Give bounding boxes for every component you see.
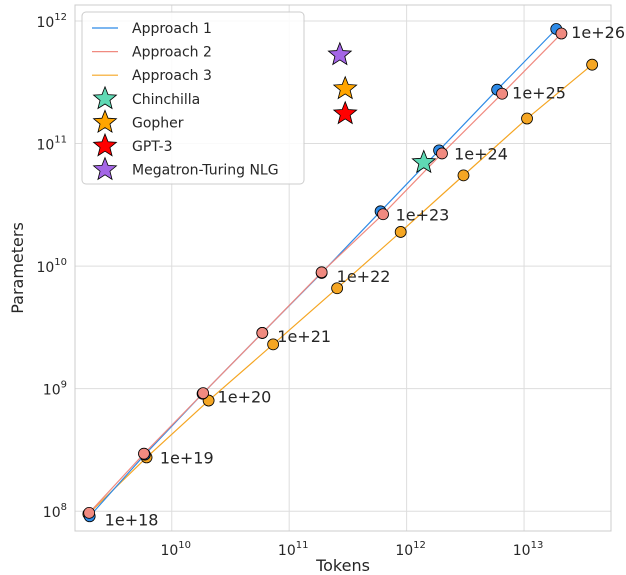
compute-budget-label: 1e+24 [454,144,508,163]
y-tick-label: 109 [43,380,67,399]
legend-label: Approach 2 [132,45,212,61]
data-point-approach-2 [315,266,328,279]
compute-budget-label: 1e+23 [396,205,450,224]
annotation-layer: 1e+18 1e+19 1e+20 1e+21 1e+22 1e+23 1e+24 1e+25… [105,23,625,529]
y-axis-ticks: 108 109 1010 1011 1012 [36,12,67,521]
legend: Approach 1 Approach 2 Approach 3 Chinchilla… [81,11,305,185]
x-tick-label: 1011 [278,540,309,559]
data-point-approach-2 [496,87,508,100]
compute-budget-label: 1e+20 [218,388,272,407]
data-point-approach-2 [436,147,448,160]
model-star-chinchilla [411,149,437,174]
legend-label: Gopher [132,115,184,131]
compute-budget-label: 1e+22 [337,267,391,286]
legend-label: Megatron-Turing NLG [132,163,279,179]
y-tick-label: 1012 [36,12,67,31]
x-tick-label: 1010 [160,540,191,559]
model-star-megatron-turing-nlg [327,41,353,66]
data-point-approach-3 [457,169,470,182]
model-star-gpt-3 [332,100,358,125]
legend-label: Approach 1 [132,21,212,37]
data-point-approach-3 [267,338,280,351]
x-axis-title: Tokens [315,556,370,575]
x-tick-label: 1012 [395,540,426,559]
compute-budget-label: 1e+26 [571,23,625,42]
data-point-approach-3 [586,58,599,71]
series-layer [82,23,599,523]
data-point-approach-2 [377,208,389,221]
model-star-gopher [332,75,358,100]
data-point-approach-2 [197,387,210,400]
legend-label: Approach 3 [132,68,212,84]
data-point-approach-3 [331,282,344,295]
y-tick-label: 108 [43,502,67,521]
y-tick-label: 1011 [36,135,67,154]
x-tick-label: 1013 [513,540,544,559]
legend-star-gopher [92,109,118,133]
compute-budget-label: 1e+19 [160,449,214,468]
model-markers [327,41,437,174]
legend-star-gpt-3 [92,132,118,157]
compute-budget-label: 1e+18 [105,510,159,529]
series-markers [82,23,599,523]
data-point-approach-2 [83,506,96,519]
legend-box [81,11,305,185]
y-tick-label: 1010 [36,257,67,276]
data-point-approach-2 [138,447,150,460]
plot-frame [74,4,612,532]
data-point-approach-2 [555,27,568,40]
compute-budget-label: 1e+25 [512,84,566,103]
data-point-approach-3 [521,112,533,125]
legend-label: GPT-3 [132,139,173,155]
legend-label: Chinchilla [132,92,200,108]
data-point-approach-2 [256,327,269,339]
legend-star-chinchilla [92,85,118,110]
data-point-approach-3 [394,226,407,238]
x-axis-ticks: 1010 1011 1012 1013 [160,540,543,559]
y-axis-title: Parameters [8,222,27,314]
compute-budget-label: 1e+21 [277,327,331,346]
legend-star-megatron-turing-nlg [92,156,118,181]
